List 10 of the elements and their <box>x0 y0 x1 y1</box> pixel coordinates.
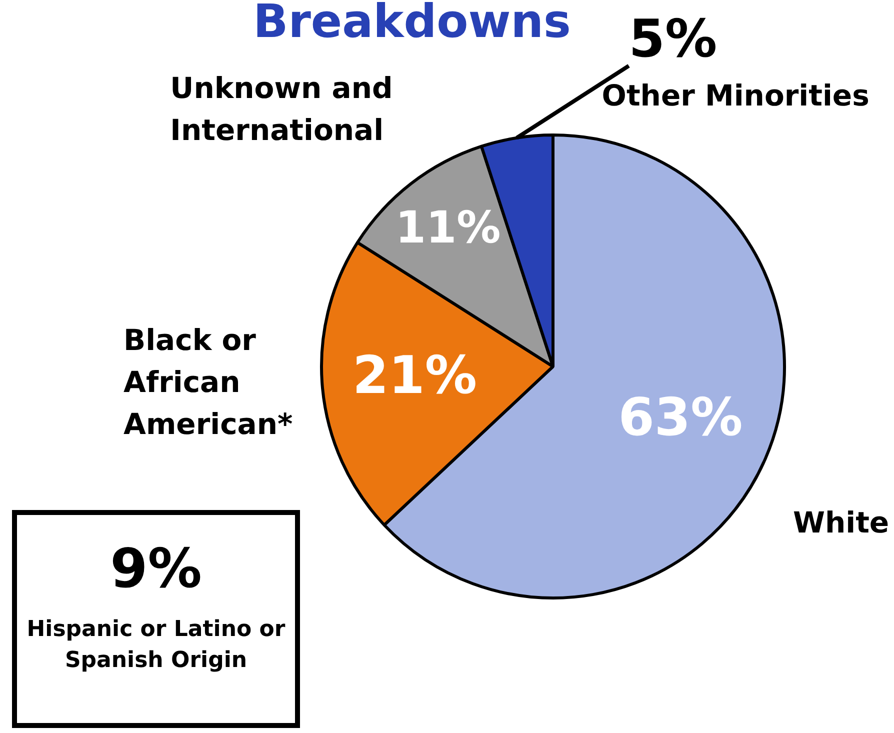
slice-label: White <box>792 505 890 540</box>
note-box: 9% Hispanic or Latino or Spanish Origin <box>12 510 300 728</box>
slice-label: Other Minorities <box>602 78 870 112</box>
data-label: 5% <box>628 9 718 70</box>
data-label: 11% <box>395 202 501 254</box>
chart-title: Breakdowns <box>253 0 571 48</box>
data-label: 63% <box>618 388 743 448</box>
data-label: 21% <box>352 346 477 406</box>
slice-label: Unknown and International <box>170 70 393 147</box>
slice-label: Black or African American* <box>124 323 293 442</box>
